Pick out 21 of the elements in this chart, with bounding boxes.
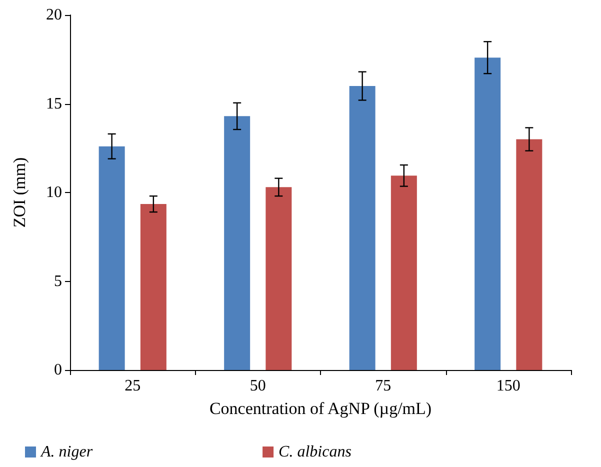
y-tick-label: 5 (54, 272, 62, 290)
y-tick-label: 0 (54, 362, 62, 378)
y-tick-label: 15 (46, 95, 62, 112)
x-tick-label: 50 (250, 378, 266, 394)
bar (516, 139, 542, 370)
legend-label: C. albicans (278, 444, 352, 460)
y-tick-label: 10 (46, 184, 62, 201)
bar (349, 86, 376, 370)
bar (474, 58, 501, 370)
bar (140, 204, 166, 370)
x-tick-label: 25 (124, 378, 141, 394)
x-tick-label: 75 (375, 378, 392, 394)
bar (98, 146, 125, 370)
y-tick-label: 20 (46, 6, 62, 24)
bar (390, 176, 417, 370)
y-axis-title: ZOI (mm) (10, 157, 29, 228)
bar (266, 187, 292, 370)
bar (224, 116, 250, 370)
legend-label: A. niger (40, 444, 94, 460)
x-axis-title: Concentration of AgNP (µg/mL) (209, 399, 432, 418)
x-tick-label: 150 (496, 378, 520, 394)
